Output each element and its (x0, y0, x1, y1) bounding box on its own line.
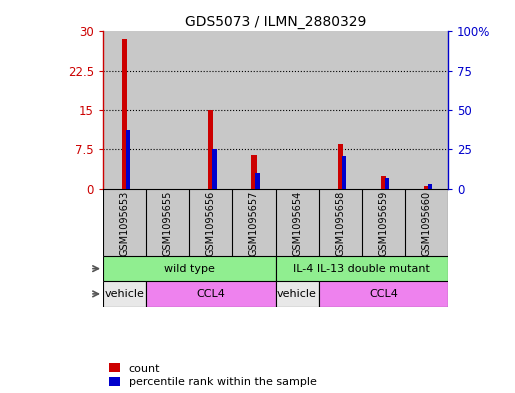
Bar (126, 130, 130, 189)
Text: GSM1095653: GSM1095653 (119, 191, 130, 256)
Text: vehicle: vehicle (277, 289, 317, 299)
Bar (385, 178, 389, 189)
Legend: count, percentile rank within the sample: count, percentile rank within the sample (109, 363, 316, 387)
Bar (103, 31, 146, 189)
Bar (276, 256, 448, 281)
Bar (103, 256, 276, 281)
Text: CCL4: CCL4 (196, 289, 225, 299)
Text: GSM1095658: GSM1095658 (335, 191, 345, 256)
Bar (362, 31, 405, 189)
Bar (405, 31, 448, 189)
Bar (189, 31, 232, 189)
Bar (319, 281, 448, 307)
Text: GSM1095657: GSM1095657 (249, 191, 259, 256)
Bar (251, 154, 256, 189)
Bar (212, 149, 217, 189)
Title: GDS5073 / ILMN_2880329: GDS5073 / ILMN_2880329 (185, 15, 366, 29)
Text: IL-4 IL-13 double mutant: IL-4 IL-13 double mutant (294, 264, 430, 274)
Text: wild type: wild type (164, 264, 215, 274)
Text: CCL4: CCL4 (369, 289, 398, 299)
Text: GSM1095654: GSM1095654 (292, 191, 302, 256)
Bar (424, 186, 429, 189)
Bar (428, 184, 432, 189)
Bar (146, 31, 189, 189)
Bar (276, 281, 319, 307)
Bar (232, 31, 276, 189)
Bar (255, 173, 260, 189)
Bar (319, 31, 362, 189)
Text: GSM1095656: GSM1095656 (206, 191, 216, 256)
Bar (341, 156, 346, 189)
Bar (208, 110, 213, 189)
Text: GSM1095660: GSM1095660 (421, 191, 432, 256)
Text: GSM1095659: GSM1095659 (379, 191, 388, 256)
Bar (338, 144, 343, 189)
Bar (122, 39, 127, 189)
Bar (276, 31, 319, 189)
Bar (381, 176, 386, 189)
Text: vehicle: vehicle (105, 289, 145, 299)
Bar (146, 281, 276, 307)
Text: GSM1095655: GSM1095655 (163, 191, 173, 256)
Bar (103, 281, 146, 307)
